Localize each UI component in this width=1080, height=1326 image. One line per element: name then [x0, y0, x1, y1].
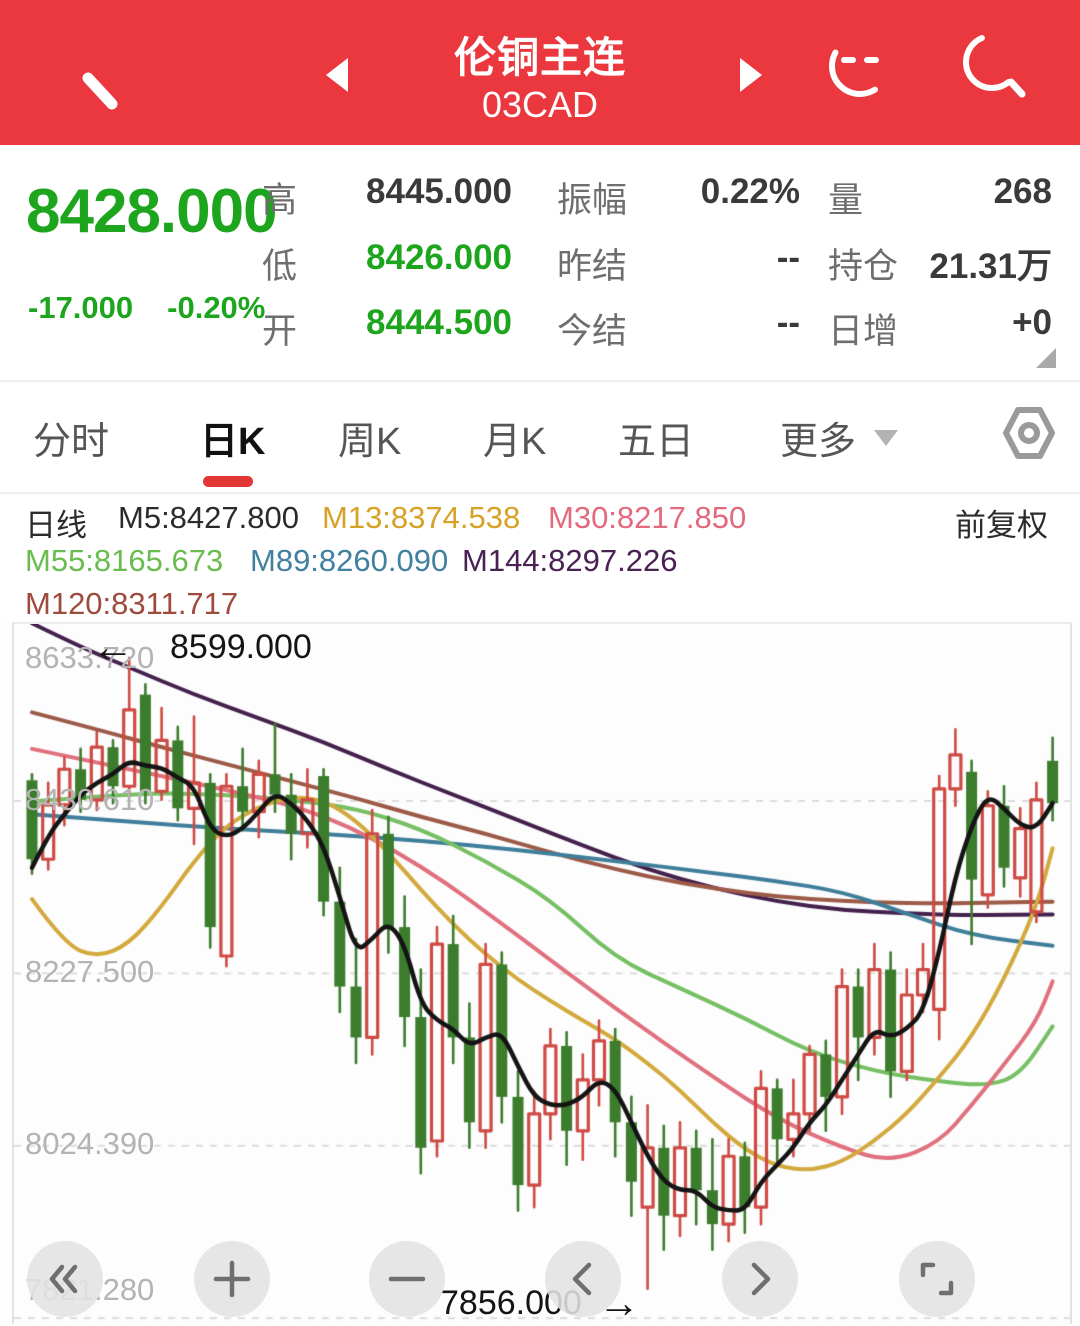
tab-more[interactable]: 更多: [780, 421, 857, 463]
next-contract-icon[interactable]: [740, 58, 762, 92]
chart-area: 8633.720 8430.610 8227.500 8024.390 7821…: [0, 622, 1080, 1324]
ma-value: M89:8260.090: [250, 543, 449, 578]
fullscreen-button[interactable]: [899, 1241, 975, 1317]
tab-daily-k[interactable]: 日K: [200, 421, 266, 463]
y-axis-label: 8633.720: [25, 640, 155, 675]
stat-label: 日增: [828, 312, 899, 351]
stat-value: --: [776, 238, 800, 277]
page-title: 伦铜主连: [453, 34, 626, 81]
stat-value: 268: [993, 172, 1052, 211]
stat-label: 低: [262, 247, 298, 286]
tab-monthly-k[interactable]: 月K: [483, 421, 547, 463]
rewind-button[interactable]: [27, 1241, 103, 1317]
high-annotation: 8599.000: [170, 628, 312, 666]
search-icon[interactable]: [958, 30, 1034, 106]
settings-icon[interactable]: [998, 402, 1060, 464]
ma-value: M30:8217.850: [548, 500, 747, 535]
last-price: 8428.000: [26, 177, 278, 246]
prev-contract-icon[interactable]: [326, 58, 348, 92]
expand-stats-icon[interactable]: [1036, 348, 1056, 368]
candlestick-chart[interactable]: [12, 622, 1072, 1324]
stat-value: 0.22%: [700, 172, 800, 211]
header: 伦铜主连 03CAD: [0, 0, 1080, 145]
period-tabbar: 分时 日K 周K 月K 五日 更多: [0, 380, 1080, 494]
chevron-down-icon: [874, 430, 898, 446]
active-tab-indicator: [203, 476, 253, 487]
high-arrow-icon: ←: [92, 623, 134, 670]
stat-value: 8426.000: [366, 238, 512, 277]
indicator-period: 日线: [25, 508, 87, 543]
ma-value: M144:8297.226: [462, 543, 678, 578]
stat-label: 持仓: [828, 247, 899, 286]
ma-value: M5:8427.800: [118, 500, 299, 535]
ma-value: M55:8165.673: [25, 543, 224, 578]
stat-value: --: [776, 303, 800, 342]
tab-weekly-k[interactable]: 周K: [338, 421, 402, 463]
y-axis-label: 8227.500: [25, 954, 155, 989]
stat-label: 量: [828, 181, 864, 220]
adjust-mode-toggle[interactable]: 前复权: [955, 508, 1048, 543]
ma-value: M13:8374.538: [322, 500, 521, 535]
stat-value: 8444.500: [366, 303, 512, 342]
tab-five-day[interactable]: 五日: [618, 421, 695, 463]
stat-label: 开: [262, 312, 298, 351]
back-icon[interactable]: [82, 72, 122, 112]
stat-value: 21.31万: [929, 247, 1052, 286]
tab-minute[interactable]: 分时: [33, 421, 110, 463]
zoom-out-button[interactable]: [369, 1241, 445, 1317]
prev-button[interactable]: [545, 1241, 621, 1317]
stat-value: +0: [1012, 303, 1052, 342]
y-axis-label: 8430.610: [25, 782, 155, 817]
stat-label: 振幅: [557, 181, 628, 220]
stat-label: 今结: [557, 312, 628, 351]
y-axis-label: 8024.390: [25, 1126, 155, 1161]
stat-label: 昨结: [557, 247, 628, 286]
next-button[interactable]: [722, 1241, 798, 1317]
ma-value: M120:8311.717: [25, 586, 239, 621]
price-change: -17.000: [28, 290, 134, 325]
stat-value: 8445.000: [366, 172, 512, 211]
smiley-icon[interactable]: [822, 30, 898, 106]
zoom-in-button[interactable]: [194, 1241, 270, 1317]
contract-code: 03CAD: [481, 84, 599, 125]
price-change-pct: -0.20%: [167, 290, 266, 325]
stat-label: 高: [262, 181, 298, 220]
